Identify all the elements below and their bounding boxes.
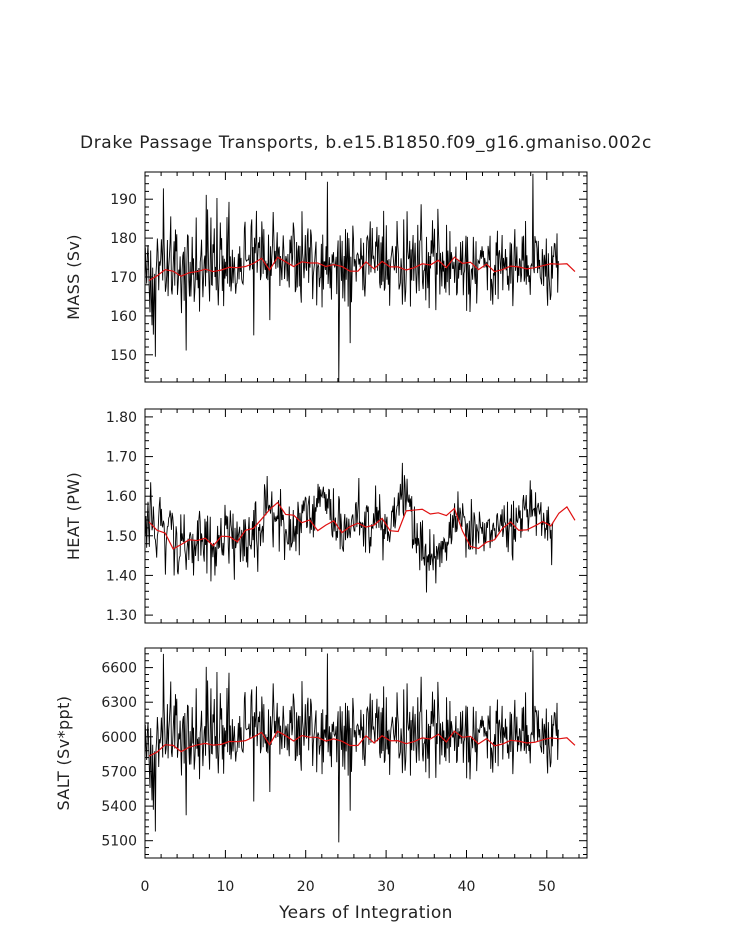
- y-tick-label: 180: [110, 231, 137, 247]
- y-tick-label: 5700: [101, 765, 137, 781]
- salt-monthly-line: [144, 650, 559, 843]
- heat-panel: 1.30 1.40 1.50 1.60 1.70 1.80 HEAT (PW): [64, 408, 588, 624]
- mass-tick-labels: 150 160 170 180 190: [110, 192, 137, 364]
- y-tick-label: 1.60: [106, 489, 137, 505]
- y-tick-label: 160: [110, 309, 137, 325]
- y-tick-label: 6000: [101, 730, 137, 746]
- mass-panel: 150 160 170 180 190 MASS (Sv): [64, 171, 588, 383]
- y-tick-label: 1.30: [106, 608, 137, 624]
- x-tick-label: 30: [377, 879, 395, 895]
- x-tick-label: 20: [297, 879, 315, 895]
- y-tick-label: 5100: [101, 834, 137, 850]
- y-tick-label: 150: [110, 348, 137, 364]
- mass-annual-mean-line: [148, 256, 576, 282]
- y-tick-label: 1.80: [106, 410, 137, 426]
- y-tick-label: 170: [110, 270, 137, 286]
- salt-tick-labels: 5100 5400 5700 6000 6300 6600: [101, 661, 137, 850]
- heat-annual-mean-line: [148, 501, 576, 550]
- y-tick-label: 1.40: [106, 568, 137, 584]
- y-tick-label: 1.70: [106, 450, 137, 466]
- salt-panel: 5100 5400 5700 6000 6300 6600 SALT (Sv*ppt): [54, 647, 588, 859]
- x-tick-label: 10: [216, 879, 234, 895]
- mass-y-axis-label: MASS (Sv): [64, 234, 83, 320]
- x-tick-labels: 0 10 20 30 40 50: [141, 879, 556, 895]
- heat-monthly-line: [144, 462, 554, 593]
- heat-plot-frame: [144, 408, 588, 624]
- salt-ticks: [144, 648, 587, 858]
- salt-plot-frame: [144, 647, 588, 859]
- x-axis-label: Years of Integration: [278, 903, 453, 923]
- x-tick-label: 0: [141, 879, 150, 895]
- heat-y-axis-label: HEAT (PW): [64, 472, 83, 560]
- y-tick-label: 1.50: [106, 529, 137, 545]
- x-tick-label: 50: [538, 879, 556, 895]
- salt-y-axis-label: SALT (Sv*ppt): [54, 696, 73, 811]
- salt-annual-mean-line: [148, 730, 576, 757]
- chart-title: Drake Passage Transports, b.e15.B1850.f0…: [80, 133, 652, 153]
- y-tick-label: 6600: [101, 661, 137, 677]
- heat-tick-labels: 1.30 1.40 1.50 1.60 1.70 1.80: [106, 410, 137, 624]
- y-tick-label: 6300: [101, 695, 137, 711]
- mass-ticks: [144, 172, 587, 382]
- y-tick-label: 5400: [101, 799, 137, 815]
- y-tick-label: 190: [110, 192, 137, 208]
- x-tick-label: 40: [458, 879, 476, 895]
- mass-monthly-line: [144, 173, 559, 383]
